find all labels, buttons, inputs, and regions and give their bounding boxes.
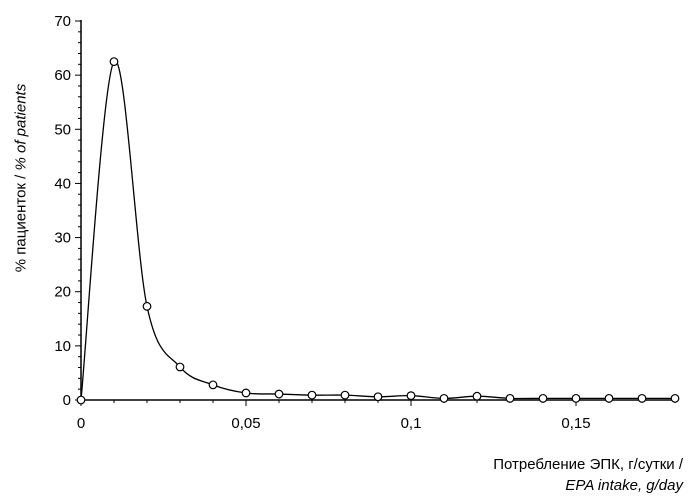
data-point (373, 392, 383, 402)
data-point (307, 390, 317, 400)
y-tick-label: 60 (54, 67, 71, 84)
data-point (637, 393, 647, 403)
data-point (208, 380, 218, 390)
x-axis-label-en: EPA intake, g/day (565, 477, 683, 494)
y-axis-label-ru: % пациенток / (12, 170, 30, 273)
axes (80, 20, 677, 401)
y-tick-label: 40 (54, 175, 71, 192)
y-axis-label: % пациенток / % of patients (13, 84, 30, 272)
y-tick-label: 50 (54, 121, 71, 138)
x-tick-label: 0,1 (401, 415, 422, 432)
data-point (340, 390, 350, 400)
data-point (439, 393, 449, 403)
data-point (571, 393, 581, 403)
x-tick-label: 0 (77, 415, 85, 432)
data-point (505, 393, 515, 403)
data-point (538, 393, 548, 403)
data-point (406, 391, 416, 401)
x-tick-label: 0,05 (231, 415, 260, 432)
y-tick-label: 70 (54, 13, 71, 30)
y-tick-label: 20 (54, 284, 71, 301)
data-point (109, 57, 119, 67)
y-tick-label: 0 (63, 392, 71, 409)
data-point (76, 395, 86, 405)
y-axis-label-en: % of patients (12, 83, 30, 171)
data-point (241, 388, 251, 398)
ticks: 0 10 20 30 40 50 60 70 0 0,05 0,1 0,15 (54, 13, 676, 432)
data-point (142, 301, 152, 311)
series-group (76, 57, 680, 405)
x-tick-label: 0,15 (561, 415, 590, 432)
data-point (274, 389, 284, 399)
data-point (670, 393, 680, 403)
y-tick-label: 10 (54, 338, 71, 355)
data-point (472, 391, 482, 401)
y-tick-label: 30 (54, 230, 71, 247)
data-point (175, 362, 185, 372)
x-axis-label-ru: Потребление ЭПК, г/сутки / (493, 456, 683, 473)
series-line (80, 60, 675, 401)
data-point (604, 393, 614, 403)
